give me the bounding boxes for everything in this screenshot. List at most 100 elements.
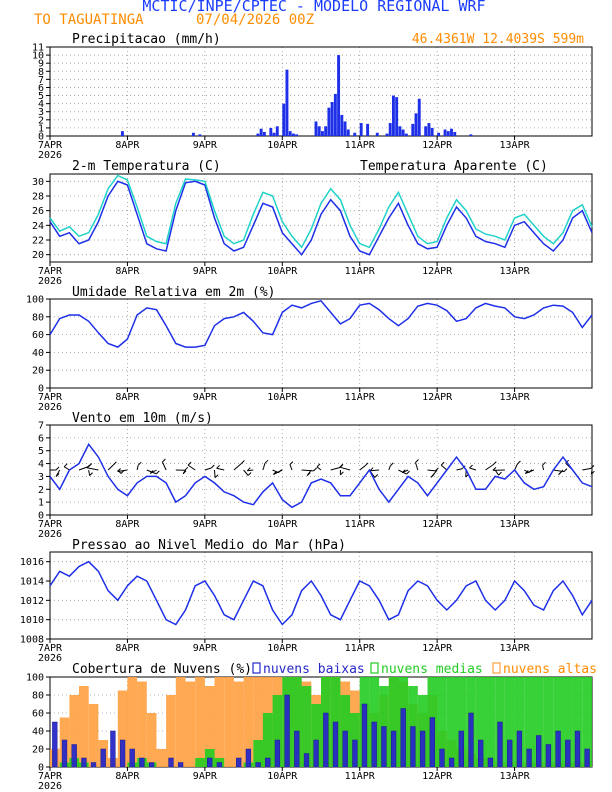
wind-barb-feather xyxy=(498,471,502,476)
cloud-bar-nuvens-baixas xyxy=(536,735,542,768)
x-tick-label: 9APR xyxy=(193,771,218,782)
apparent-temperature-legend: Temperatura Aparente (C) xyxy=(360,159,548,174)
wind-barb-feather xyxy=(406,470,410,475)
x-tick-label: 12APR xyxy=(422,140,453,151)
x-tick-label: 7APR xyxy=(38,771,63,782)
x-tick-label: 8APR xyxy=(115,771,140,782)
y-tick-label: 5 xyxy=(38,91,44,102)
cloud-bar-nuvens-baixas xyxy=(332,721,339,768)
x-year-label: 2026 xyxy=(38,402,62,413)
cloud-bar-nuvens-baixas xyxy=(71,744,77,768)
cloud-bar-nuvens-baixas xyxy=(61,739,68,768)
plot-frame xyxy=(49,551,593,640)
y-tick-label: 0 xyxy=(38,763,44,774)
y-tick-label: 4 xyxy=(38,459,44,470)
y-tick-label: 7 xyxy=(38,421,44,432)
x-tick-label: 7APR xyxy=(38,140,63,151)
cloud-bar-nuvens-baixas xyxy=(410,726,416,768)
cloud-bar-nuvens-medias xyxy=(437,677,447,767)
x-tick-label: 12APR xyxy=(422,266,453,277)
wind-barb-feather xyxy=(216,464,220,469)
cloud-bar-nuvens-baixas xyxy=(52,721,58,768)
cloud-bar-nuvens-medias xyxy=(504,677,515,767)
precipitation-title: Precipitacao (mm/h) xyxy=(72,32,221,47)
x-tick-label: 13APR xyxy=(500,771,531,782)
y-tick-label: 3 xyxy=(38,472,44,483)
x-tick-label: 10APR xyxy=(267,266,298,277)
precip-bar xyxy=(391,95,395,136)
precip-bar xyxy=(288,131,292,136)
wind-barb-feather xyxy=(415,459,419,463)
wind-barb-feather xyxy=(241,460,245,464)
wind-barb xyxy=(494,469,499,476)
x-tick-label: 7APR xyxy=(38,519,63,530)
y-tick-label: 8 xyxy=(38,67,44,78)
x-tick-label: 10APR xyxy=(267,140,298,151)
cloud-bar-nuvens-medias xyxy=(533,677,544,767)
plot-frame xyxy=(49,298,593,389)
y-tick-label: 100 xyxy=(26,673,44,684)
cloud-bar-nuvens-baixas xyxy=(352,739,358,768)
cloud-bar-nuvens-baixas xyxy=(274,739,281,768)
cloud-bar-nuvens-baixas xyxy=(507,739,513,768)
x-tick-label: 12APR xyxy=(422,392,453,403)
wind-barb xyxy=(233,463,242,471)
x-tick-label: 12APR xyxy=(422,771,453,782)
wind-barb-feather xyxy=(289,461,294,465)
pressure-title: Pressao ao Nivel Medio do Mar (hPa) xyxy=(72,538,346,553)
wind-barb xyxy=(316,466,322,471)
wind-barb-feather xyxy=(440,461,445,466)
wind-barb-feather xyxy=(313,467,317,472)
precip-bar xyxy=(330,102,334,136)
cloud-bar-nuvens-baixas xyxy=(371,721,377,768)
cloud-bar-nuvens-medias xyxy=(388,677,399,767)
x-tick-label: 11APR xyxy=(345,771,376,782)
wind-barb-feather xyxy=(214,474,219,479)
y-tick-label: 1010 xyxy=(20,615,44,626)
wind-barb xyxy=(63,466,70,471)
x-tick-label: 13APR xyxy=(500,140,531,151)
wind-barb-feather xyxy=(184,466,189,471)
y-tick-label: 30 xyxy=(32,177,44,188)
cloud-bar-nuvens-medias xyxy=(446,677,457,767)
wind-barb-feather xyxy=(182,470,187,475)
wind-barb xyxy=(440,464,448,471)
precip-bar xyxy=(285,69,289,136)
y-tick-label: 0 xyxy=(38,132,44,143)
y-tick-label: 1 xyxy=(38,498,44,509)
x-tick-label: 9APR xyxy=(193,519,218,530)
cloud-bar-nuvens-baixas xyxy=(177,762,184,768)
wind-barb-feather xyxy=(369,467,374,472)
cloud-bar-nuvens-medias xyxy=(311,704,321,767)
y-tick-label: 60 xyxy=(32,330,44,341)
wind-barb-feather xyxy=(524,470,529,474)
y-tick-label: 3 xyxy=(38,107,44,118)
wind-barb-feather xyxy=(117,468,121,472)
cloud-bar-nuvens-baixas xyxy=(526,748,532,768)
wind-barb xyxy=(370,469,380,472)
precip-bar xyxy=(324,126,328,136)
wind-barb xyxy=(582,467,592,471)
precip-bar xyxy=(450,128,453,136)
precip-bar xyxy=(385,133,389,136)
wind-barb-feather xyxy=(492,467,497,471)
x-tick-label: 9APR xyxy=(193,266,218,277)
cloud-bar-nuvens-baixas xyxy=(448,757,455,768)
x-tick-label: 12APR xyxy=(422,519,453,530)
wind-barb xyxy=(136,465,139,471)
precip-bar xyxy=(446,131,450,136)
precip-bar xyxy=(262,131,266,136)
cloud-bar-nuvens-medias xyxy=(514,677,525,767)
x-year-label: 2026 xyxy=(38,276,62,287)
cloud-bar-nuvens-altas xyxy=(185,681,196,767)
wind-barb xyxy=(427,469,436,472)
cloud-bar-nuvens-baixas xyxy=(487,757,494,768)
wind-barb-feather xyxy=(264,459,269,464)
y-tick-label: 9 xyxy=(38,59,44,70)
precip-bar xyxy=(120,131,124,136)
wind-barb-feather xyxy=(339,463,344,468)
x-tick-label: 13APR xyxy=(500,643,531,654)
cloud-bar-nuvens-baixas xyxy=(574,730,581,768)
humidity-title: Umidade Relativa em 2m (%) xyxy=(72,285,276,300)
